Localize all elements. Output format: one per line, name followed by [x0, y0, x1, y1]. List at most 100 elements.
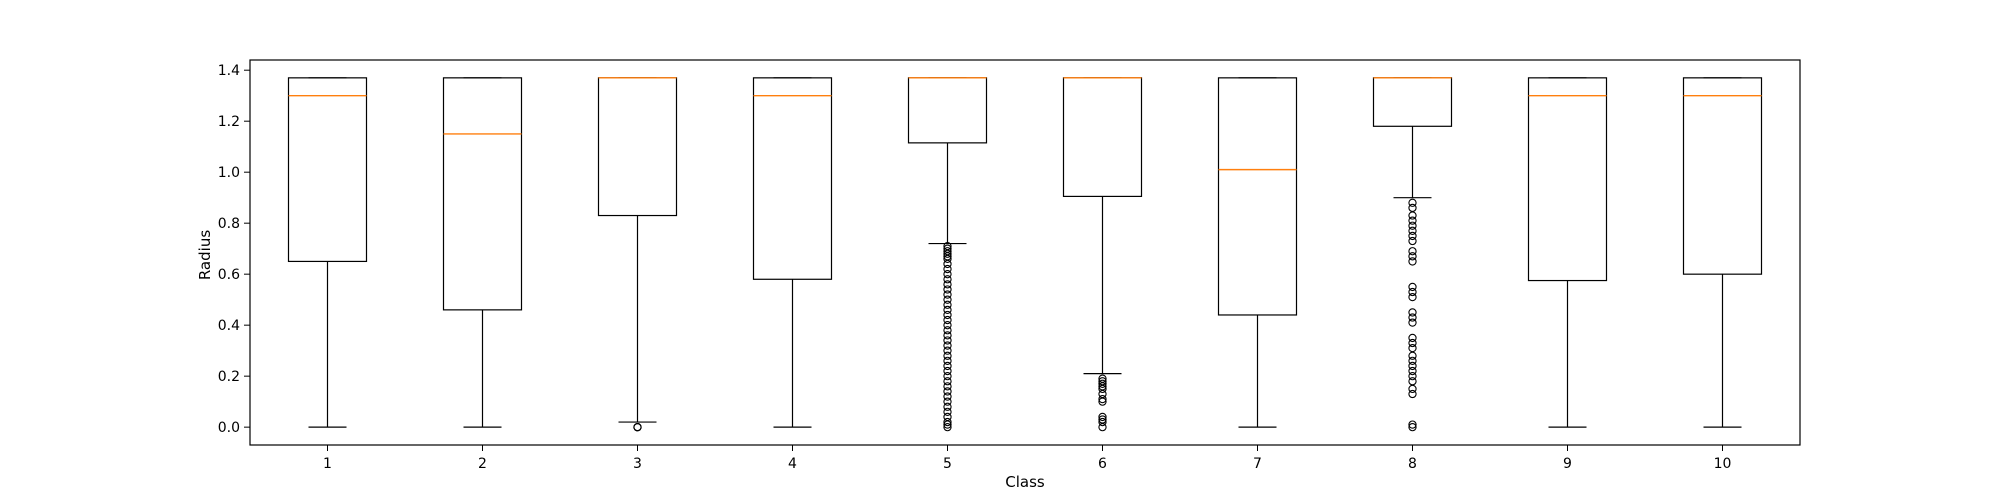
- y-tick-label: 0.4: [218, 318, 240, 334]
- outlier-point: [943, 356, 952, 366]
- x-tick-label: 10: [1714, 456, 1732, 472]
- outlier-point: [1408, 221, 1417, 230]
- outlier-point: [943, 295, 952, 304]
- outlier-point: [1408, 308, 1417, 317]
- outlier-point: [1098, 412, 1107, 422]
- box-iqr: [597, 77, 678, 217]
- outlier-point: [943, 305, 952, 315]
- outlier-point: [1408, 198, 1417, 207]
- outlier-point: [943, 417, 952, 427]
- outlier-point: [943, 285, 952, 294]
- y-tick-label: 1.0: [218, 165, 240, 181]
- outlier-point: [943, 372, 952, 381]
- y-axis-label: Radius: [196, 230, 214, 280]
- outlier-point: [943, 351, 952, 360]
- outlier-point: [1408, 384, 1417, 394]
- outlier-point: [1408, 333, 1417, 343]
- outlier-point: [943, 259, 952, 269]
- outlier-point: [943, 402, 952, 411]
- x-tick-label: 2: [478, 456, 487, 472]
- outlier-point: [1408, 231, 1417, 241]
- outlier-point: [1408, 313, 1417, 322]
- outlier-point: [943, 290, 952, 299]
- outlier-point: [1408, 292, 1417, 302]
- outlier-point: [1408, 318, 1417, 327]
- outlier-point: [1408, 247, 1417, 256]
- outlier-point: [1098, 379, 1107, 388]
- outlier-point: [1408, 423, 1417, 432]
- x-tick-label: 1: [323, 456, 332, 472]
- outlier-point: [1408, 420, 1417, 429]
- outlier-point: [943, 326, 952, 335]
- outlier-point: [1408, 338, 1417, 348]
- outlier-point: [1098, 397, 1107, 406]
- y-tick-label: 1.4: [218, 63, 240, 79]
- outlier-point: [943, 254, 952, 264]
- outlier-point: [943, 336, 952, 345]
- outlier-point: [1408, 351, 1417, 360]
- outlier-point: [633, 423, 642, 432]
- x-tick-label: 7: [1253, 456, 1262, 472]
- x-tick-label: 9: [1563, 456, 1572, 472]
- outlier-point: [1408, 356, 1417, 366]
- outlier-point: [1408, 257, 1417, 266]
- outlier-point: [943, 420, 952, 429]
- outlier-point: [1408, 203, 1417, 213]
- outlier-point: [943, 280, 952, 289]
- outlier-point: [1408, 361, 1417, 371]
- outlier-point: [943, 423, 952, 432]
- x-tick-label: 6: [1098, 456, 1107, 472]
- x-tick-label: 5: [943, 456, 952, 472]
- outlier-point: [943, 300, 952, 309]
- outlier-point: [943, 397, 952, 406]
- outlier-point: [1408, 226, 1417, 235]
- box-iqr: [1372, 77, 1453, 127]
- outlier-point: [943, 315, 952, 325]
- x-tick-label: 3: [633, 456, 642, 472]
- x-axis-label: Class: [1005, 473, 1045, 491]
- box-iqr: [1527, 77, 1608, 282]
- outlier-point: [943, 331, 952, 340]
- y-tick-label: 0.6: [218, 267, 240, 283]
- box-iqr: [752, 77, 833, 280]
- outlier-point: [1408, 287, 1417, 297]
- outlier-point: [1408, 216, 1417, 225]
- outlier-point: [943, 392, 952, 401]
- outlier-point: [943, 377, 952, 386]
- outlier-point: [1408, 236, 1417, 246]
- outlier-point: [1098, 423, 1107, 432]
- outlier-point: [943, 275, 952, 284]
- outlier-point: [943, 341, 952, 350]
- outlier-point: [1408, 377, 1417, 386]
- y-tick-label: 1.2: [218, 114, 240, 130]
- y-tick-label: 0.8: [218, 216, 240, 232]
- outlier-point: [1408, 372, 1417, 381]
- axes-frame: [249, 59, 1801, 446]
- outlier-point: [1408, 282, 1417, 292]
- box-iqr: [442, 77, 523, 311]
- outlier-point: [1098, 394, 1107, 404]
- outlier-point: [1098, 417, 1107, 427]
- x-tick-label: 8: [1408, 456, 1417, 472]
- x-tick-label: 4: [788, 456, 797, 472]
- box-iqr: [1682, 77, 1763, 275]
- box-iqr: [907, 77, 988, 144]
- outlier-point: [943, 321, 952, 330]
- y-tick-label: 0.0: [218, 420, 240, 436]
- y-tick-label: 0.2: [218, 369, 240, 385]
- outlier-point: [943, 310, 952, 320]
- outlier-point: [943, 407, 952, 417]
- outlier-point: [943, 366, 952, 376]
- outlier-point: [1408, 389, 1417, 399]
- outlier-point: [943, 264, 952, 274]
- outlier-point: [943, 270, 952, 279]
- outlier-point: [943, 382, 952, 391]
- outlier-point: [1408, 211, 1417, 220]
- outlier-point: [943, 249, 952, 258]
- outlier-point: [1098, 384, 1107, 394]
- plot-layer: 0.0 0.2 0.4 0.6 0.8 1.0 1.2 1.4 1 2 3 4 5 6 7 8 9 10: [218, 59, 1801, 472]
- outlier-point: [943, 346, 952, 355]
- outlier-point: [943, 361, 952, 371]
